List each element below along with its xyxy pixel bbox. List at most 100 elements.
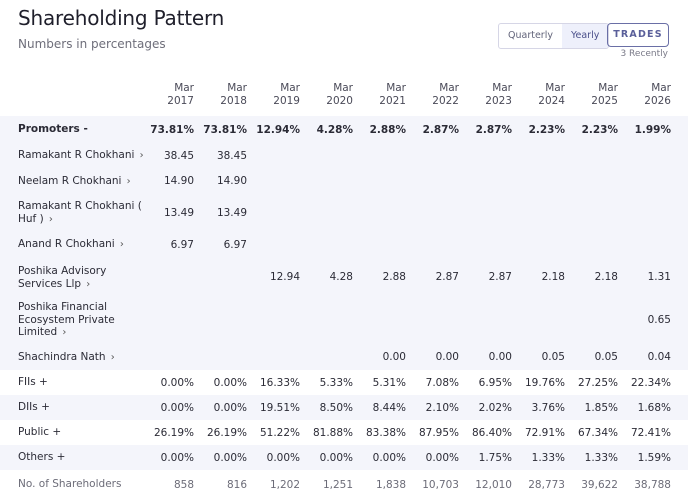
table-cell: 0.00% [213,377,247,389]
table-row[interactable]: DIIs + 0.00% 0.00% 19.51% 8.50% 8.44% 2.10% 2.0… [0,395,688,420]
row-label[interactable]: Neelam R Chokhani › [18,175,131,189]
column-header-year: 2017 [167,95,194,107]
column-header-month: Mar [545,82,565,94]
table-cell: 2.02% [478,402,512,414]
table-cell: 1.68% [637,402,671,414]
table-cell: 1,838 [375,479,406,491]
chevron-right-icon[interactable]: › [83,278,91,290]
period-toggle: Quarterly Yearly [498,23,610,49]
table-cell: 13.49 [163,207,194,219]
tab-quarterly[interactable]: Quarterly [508,30,553,41]
column-header-year: 2026 [644,95,671,107]
trades-button[interactable]: TRADES [607,23,669,47]
table-row[interactable]: Shachindra Nath › 0.00 0.00 0.00 0.05 0.05 0.0… [0,344,688,370]
table-cell: 73.81% [150,124,194,136]
table-cell: 1.31 [647,271,671,283]
row-label[interactable]: DIIs + [18,401,50,414]
row-label-line: Limited › [18,326,67,338]
table-cell: 14.90 [216,175,247,187]
table-cell: 2.18 [541,271,565,283]
table-cell: 86.40% [471,427,512,439]
chevron-right-icon[interactable]: › [45,213,53,225]
table-cell: 4.28% [316,124,353,136]
row-label[interactable]: No. of Shareholders [18,478,121,491]
table-cell: 12.94% [256,124,300,136]
table-cell: 72.41% [630,427,671,439]
column-header: Mar 2020 [301,82,353,108]
row-label[interactable]: Public + [18,426,61,439]
table-cell: 38.45 [163,150,194,162]
row-label-line: Promoters - [18,123,88,135]
table-cell: 72.91% [524,427,565,439]
chevron-right-icon[interactable]: › [116,239,124,250]
row-label[interactable]: Ramakant R Chokhani (Huf ) › [18,200,142,226]
table-cell: 2.88 [382,271,406,283]
row-label[interactable]: Shachindra Nath › [18,351,115,365]
chevron-right-icon[interactable]: › [59,327,67,338]
table-cell: 87.95% [418,427,459,439]
chevron-right-icon[interactable]: › [123,176,131,187]
column-header: Mar 2019 [248,82,300,108]
table-cell: 38,788 [634,479,671,491]
row-label-line: Huf ) › [18,212,53,225]
table-cell: 0.00% [372,452,406,464]
trades-recent-note: 3 Recently [620,49,668,59]
table-cell: 1,202 [269,479,300,491]
table-cell: 0.05 [541,351,565,363]
row-label-line: Services Llp › [18,277,91,290]
column-header: Mar 2023 [460,82,512,108]
row-background [0,194,688,231]
column-header: Mar 2021 [354,82,406,108]
table-row[interactable]: Ramakant R Chokhani (Huf ) › 13.49 13.49 [0,194,688,231]
row-label-line: Ramakant R Chokhani ( [18,200,142,212]
row-label[interactable]: Others + [18,451,65,464]
chevron-right-icon[interactable]: › [107,352,115,363]
table-cell: 2.88% [369,124,406,136]
table-cell: 1.33% [531,452,565,464]
table-cell: 1.59% [637,452,671,464]
table-row[interactable]: Others + 0.00% 0.00% 0.00% 0.00% 0.00% 0.00% 1.… [0,445,688,470]
table-cell: 1,251 [322,479,353,491]
table-cell: 8.44% [372,402,406,414]
table-row[interactable]: Public + 26.19% 26.19% 51.22% 81.88% 83.38% 87… [0,420,688,445]
table-cell: 2.87 [488,271,512,283]
column-header-year: 2025 [591,95,618,107]
tab-yearly[interactable]: Yearly [561,24,609,48]
row-background [0,116,688,143]
row-label-line: No. of Shareholders [18,478,122,490]
chevron-right-icon[interactable]: › [136,150,144,161]
table-row[interactable]: FIIs + 0.00% 0.00% 16.33% 5.33% 5.31% 7.08% 6.9… [0,370,688,395]
table-cell: 0.00 [382,351,406,363]
table-cell: 19.76% [524,377,565,389]
row-label-line: Poshika Financial [18,301,108,313]
table-row[interactable]: Promoters - 73.81% 73.81% 12.94% 4.28% 2.88% 2… [0,116,688,143]
table-cell: 2.10% [425,402,459,414]
table-cell: 73.81% [203,124,247,136]
table-cell: 0.00% [160,452,194,464]
table-row[interactable]: Poshika Advisory Services Llp › 12.94 4.28 2… [0,258,688,296]
table-cell: 0.04 [647,351,671,363]
row-label[interactable]: Ramakant R Chokhani › [18,149,144,163]
table-cell: 2.87 [435,271,459,283]
row-label[interactable]: Poshika Advisory Services Llp › [18,265,106,291]
table-cell: 7.08% [425,377,459,389]
table-row[interactable]: Anand R Chokhani › 6.97 6.97 [0,231,688,258]
row-label[interactable]: Anand R Chokhani › [18,238,124,252]
table-cell: 0.00 [488,351,512,363]
row-background [0,395,688,420]
column-header: Mar 2022 [407,82,459,108]
table-cell: 13.49 [216,207,247,219]
row-label[interactable]: Poshika Financial Ecosystem Private Limite… [18,301,115,340]
table-cell: 0.00% [160,402,194,414]
table-row[interactable]: Poshika Financial Ecosystem Private Limite… [0,296,688,344]
row-label[interactable]: FIIs + [18,376,48,389]
table-row[interactable]: Ramakant R Chokhani › 38.45 38.45 [0,143,688,168]
table-cell: 8.50% [319,402,353,414]
table-row[interactable]: Neelam R Chokhani › 14.90 14.90 [0,168,688,194]
row-label[interactable]: Promoters - [18,123,88,136]
table-cell: 12,010 [475,479,512,491]
row-background [0,258,688,296]
row-background [0,296,688,344]
row-background [0,168,688,194]
table-cell: 2.23% [528,124,565,136]
